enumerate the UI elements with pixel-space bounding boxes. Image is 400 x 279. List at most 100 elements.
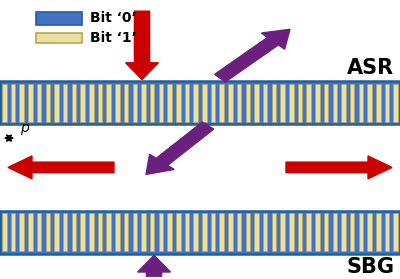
Bar xyxy=(80,213,85,251)
Bar xyxy=(89,213,94,251)
Bar xyxy=(37,213,41,251)
Bar xyxy=(280,83,285,122)
Bar xyxy=(263,213,268,251)
FancyArrow shape xyxy=(8,156,114,179)
Bar xyxy=(350,83,354,122)
Bar xyxy=(202,213,207,251)
Bar xyxy=(36,33,82,43)
Bar xyxy=(115,213,120,251)
Bar xyxy=(28,83,33,122)
Bar xyxy=(124,83,128,122)
Bar xyxy=(46,83,50,122)
Bar xyxy=(254,83,259,122)
Bar xyxy=(367,83,372,122)
Bar xyxy=(176,213,180,251)
Bar xyxy=(176,83,180,122)
Bar xyxy=(150,213,154,251)
Bar xyxy=(46,213,50,251)
Bar xyxy=(315,213,320,251)
Bar xyxy=(72,83,76,122)
Bar xyxy=(36,12,82,25)
Bar xyxy=(63,83,68,122)
Bar xyxy=(54,83,59,122)
Bar xyxy=(341,213,346,251)
Bar xyxy=(185,83,189,122)
Bar xyxy=(254,213,259,251)
Bar xyxy=(159,83,163,122)
Text: $p$: $p$ xyxy=(20,122,30,137)
FancyArrow shape xyxy=(215,29,290,82)
Bar xyxy=(150,83,154,122)
Bar xyxy=(159,213,163,251)
Bar xyxy=(350,213,354,251)
Bar xyxy=(263,83,268,122)
Bar xyxy=(306,213,311,251)
Bar xyxy=(2,83,7,122)
Bar xyxy=(132,83,137,122)
Bar xyxy=(280,213,285,251)
Bar xyxy=(332,213,337,251)
Bar xyxy=(124,213,128,251)
Bar xyxy=(106,83,111,122)
Bar xyxy=(228,213,233,251)
Bar xyxy=(80,83,85,122)
Bar xyxy=(11,83,15,122)
Bar xyxy=(246,213,250,251)
Bar xyxy=(141,213,146,251)
Text: Bit ‘1’: Bit ‘1’ xyxy=(90,31,137,45)
Bar xyxy=(202,83,207,122)
Bar xyxy=(132,213,137,251)
FancyArrow shape xyxy=(146,122,214,174)
FancyArrow shape xyxy=(138,255,170,276)
Bar xyxy=(289,83,294,122)
Bar xyxy=(298,213,302,251)
Bar xyxy=(324,83,328,122)
Bar xyxy=(306,83,311,122)
Bar xyxy=(359,83,363,122)
Bar xyxy=(376,83,380,122)
Bar xyxy=(28,213,33,251)
Bar xyxy=(246,83,250,122)
Bar xyxy=(115,83,120,122)
Bar xyxy=(20,83,24,122)
Bar xyxy=(98,83,102,122)
Bar xyxy=(63,213,68,251)
Bar xyxy=(367,213,372,251)
Bar xyxy=(167,83,172,122)
Bar xyxy=(298,83,302,122)
Bar xyxy=(11,213,15,251)
Bar xyxy=(211,213,215,251)
FancyArrow shape xyxy=(126,11,158,80)
Bar xyxy=(359,213,363,251)
Bar xyxy=(385,213,389,251)
Text: Bit ‘0’: Bit ‘0’ xyxy=(90,11,137,25)
Bar xyxy=(394,213,398,251)
Bar xyxy=(106,213,111,251)
Bar xyxy=(193,83,198,122)
Bar xyxy=(341,83,346,122)
Bar xyxy=(237,213,242,251)
Bar xyxy=(315,83,320,122)
Text: ASR: ASR xyxy=(347,58,394,78)
Bar xyxy=(37,83,41,122)
Bar xyxy=(394,83,398,122)
Bar xyxy=(289,213,294,251)
FancyArrow shape xyxy=(286,156,392,179)
Bar xyxy=(98,213,102,251)
Bar xyxy=(376,213,380,251)
Bar xyxy=(385,83,389,122)
Bar xyxy=(0,211,400,254)
Bar xyxy=(89,83,94,122)
Bar xyxy=(332,83,337,122)
Bar xyxy=(324,213,328,251)
Bar xyxy=(272,83,276,122)
Bar xyxy=(72,213,76,251)
Bar xyxy=(211,83,215,122)
Bar xyxy=(185,213,189,251)
Bar xyxy=(193,213,198,251)
Bar xyxy=(237,83,242,122)
Bar xyxy=(141,83,146,122)
Bar xyxy=(54,213,59,251)
Bar xyxy=(220,83,224,122)
Bar xyxy=(228,83,233,122)
